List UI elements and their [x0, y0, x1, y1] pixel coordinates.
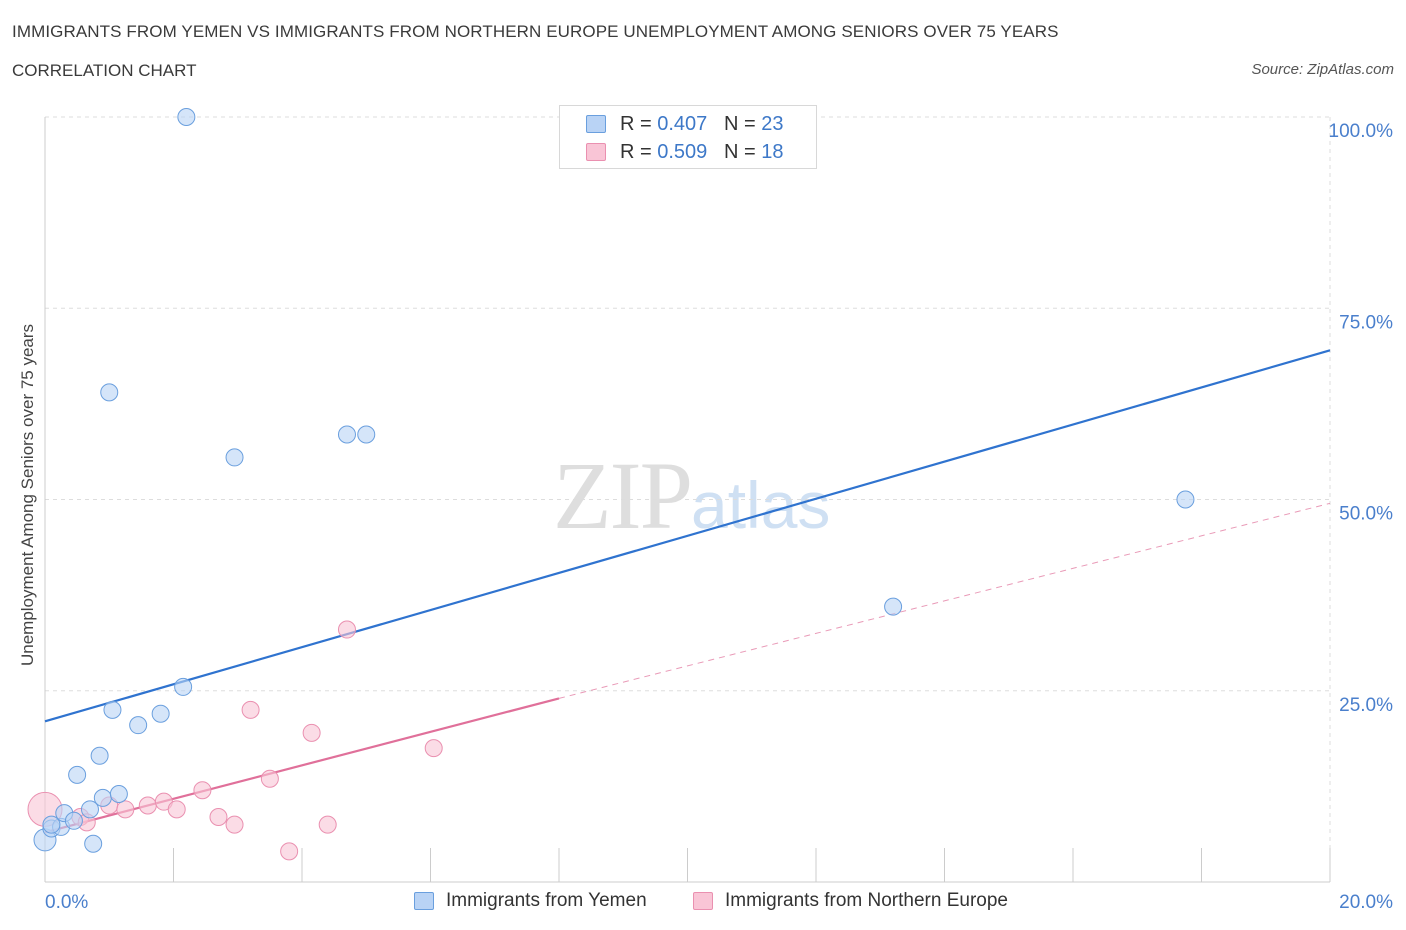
data-point-northern-europe [167, 800, 186, 819]
legend-label-yemen: Immigrants from Yemen [446, 890, 647, 911]
y-tick-label: 100.0% [1329, 121, 1394, 142]
data-point-yemen [884, 597, 903, 616]
data-point-yemen [129, 716, 148, 735]
data-point-northern-europe [193, 781, 212, 800]
legend-swatch-yemen [414, 892, 434, 910]
data-point-yemen [1176, 490, 1195, 509]
y-tick-label: 50.0% [1339, 504, 1393, 525]
stats-text-northern-europe: R = 0.509 N = 18 [620, 141, 783, 164]
data-point-northern-europe [424, 739, 443, 758]
n-value-northern-europe: 18 [761, 141, 784, 163]
data-point-yemen [84, 834, 103, 853]
data-point-yemen [93, 788, 112, 807]
y-tick-label: 25.0% [1339, 695, 1393, 716]
data-point-yemen [90, 746, 109, 765]
data-point-yemen [151, 704, 170, 723]
r-label-yemen: R = [620, 113, 658, 135]
stats-swatch-yemen [586, 115, 606, 133]
data-point-northern-europe [337, 620, 356, 639]
data-point-yemen [80, 800, 99, 819]
legend-swatch-northern-europe [693, 892, 713, 910]
x-tick-label: 20.0% [1339, 892, 1393, 913]
r-value-northern-europe: 0.509 [657, 141, 708, 163]
watermark-zip: ZIP [553, 442, 693, 549]
trendline-yemen [44, 349, 1331, 723]
axis-layer [44, 117, 1331, 883]
data-point-yemen [357, 425, 376, 444]
data-point-northern-europe [260, 769, 279, 788]
data-point-yemen [42, 815, 61, 834]
data-point-northern-europe [280, 842, 299, 861]
trend-layer [44, 349, 1331, 834]
stats-swatch-northern-europe [586, 143, 606, 161]
correlation-stats-box: R = 0.407 N = 23 R = 0.509 N = 18 [559, 105, 817, 169]
data-point-northern-europe [209, 807, 228, 826]
point-layer [27, 108, 1195, 861]
tick-label-layer: 100.0% 75.0% 50.0% 25.0% 0.0% 20.0% [45, 121, 1393, 913]
data-point-yemen [103, 700, 122, 719]
data-point-yemen [337, 425, 356, 444]
stats-text-yemen: R = 0.407 N = 23 [620, 113, 783, 136]
data-point-northern-europe [241, 700, 260, 719]
source-label: Source: ZipAtlas.com [1251, 61, 1394, 78]
data-point-northern-europe [225, 815, 244, 834]
x-tick-label: 0.0% [45, 892, 88, 913]
watermark: ZIPatlas [553, 440, 830, 551]
n-label-northern-europe: N = [723, 141, 762, 163]
data-point-yemen [174, 677, 193, 696]
n-label-yemen: N = [723, 113, 762, 135]
y-tick-label: 75.0% [1339, 312, 1393, 333]
grid-layer [45, 116, 1331, 882]
data-point-yemen [225, 448, 244, 467]
data-point-northern-europe [116, 800, 135, 819]
legend-label-northern-europe: Immigrants from Northern Europe [725, 890, 1008, 911]
r-label-northern-europe: R = [620, 141, 658, 163]
watermark-atlas: atlas [691, 468, 831, 542]
data-point-yemen [64, 811, 83, 830]
data-point-yemen [177, 108, 196, 126]
chart-title: IMMIGRANTS FROM YEMEN VS IMMIGRANTS FROM… [12, 22, 1059, 41]
chart-subtitle: CORRELATION CHART [12, 61, 197, 80]
trendline-extension-northern-europe [558, 502, 1331, 699]
data-point-northern-europe [318, 815, 337, 834]
data-point-northern-europe [138, 796, 157, 815]
r-value-yemen: 0.407 [657, 113, 708, 135]
data-point-yemen [68, 765, 87, 784]
data-point-yemen [109, 785, 128, 804]
n-value-yemen: 23 [761, 113, 784, 135]
data-point-northern-europe [302, 723, 321, 742]
data-point-yemen [100, 383, 119, 402]
